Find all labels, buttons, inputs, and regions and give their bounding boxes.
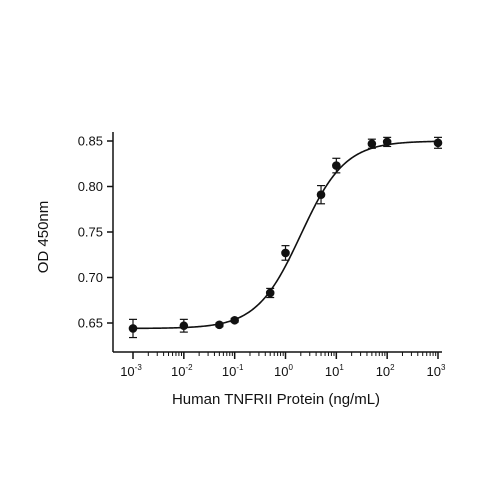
data-points-layer <box>128 136 443 339</box>
fit-curve <box>132 140 439 330</box>
data-point <box>265 288 275 298</box>
data-point <box>179 321 189 331</box>
fit-curve-layer <box>132 140 439 330</box>
data-point <box>332 161 341 170</box>
x-tick-label: 100 <box>274 363 293 379</box>
x-tick-label: 101 <box>325 363 344 379</box>
y-tick-label: 0.80 <box>78 179 103 194</box>
x-axis-title: Human TNFRII Protein (ng/mL) <box>172 391 380 408</box>
x-tick-label: 10-3 <box>120 363 142 379</box>
y-axis-title: OD 450nm <box>35 201 52 274</box>
axes: 0.65 0.70 0.75 0.80 0.85 10-3 10-2 10-1 100 101 10… <box>78 132 446 379</box>
x-tick-label: 10-1 <box>222 363 244 379</box>
x-tick-label: 102 <box>376 363 395 379</box>
data-point <box>367 139 377 149</box>
data-point <box>230 315 239 325</box>
data-point <box>316 190 326 199</box>
x-tick-label: 103 <box>427 363 446 379</box>
data-point <box>281 248 290 258</box>
data-point <box>382 137 392 147</box>
data-point <box>215 320 224 330</box>
y-tick-label: 0.70 <box>78 270 103 285</box>
data-point <box>128 324 138 333</box>
y-tick-label: 0.85 <box>78 134 103 149</box>
x-tick-label: 10-2 <box>171 363 193 379</box>
data-point <box>433 138 443 148</box>
y-tick-label: 0.65 <box>78 316 103 331</box>
y-tick-label: 0.75 <box>78 225 103 240</box>
